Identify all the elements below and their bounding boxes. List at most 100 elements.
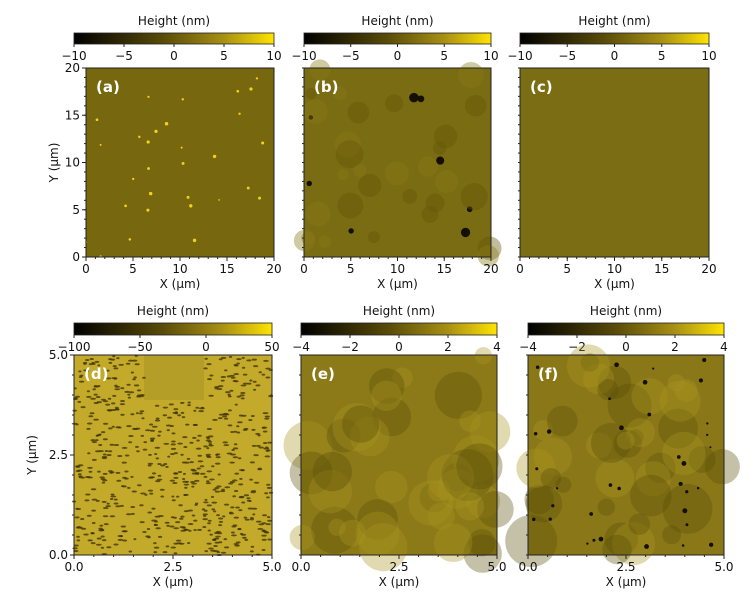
grain [207, 529, 211, 532]
grain [113, 502, 119, 505]
panel-b: Height (nm) −10 −5 0 5 10 (b) 0 5 10 15 20 X (µm) [291, 14, 502, 291]
grain [153, 542, 157, 545]
grain [127, 393, 131, 396]
grain [91, 498, 98, 501]
grain [98, 444, 103, 447]
grain [230, 531, 235, 534]
grain [89, 412, 95, 415]
grain [166, 429, 170, 432]
grain [106, 377, 112, 380]
colorbar-tick-label: −4 [292, 340, 310, 354]
flat-region [144, 355, 204, 400]
grain [144, 429, 151, 432]
image-background [304, 68, 491, 257]
grain [114, 388, 121, 391]
grain [169, 525, 175, 528]
grain [88, 363, 93, 366]
grain [266, 483, 271, 486]
grain [234, 544, 240, 547]
colorbar-tick-label: 10 [266, 49, 281, 63]
grain [247, 507, 253, 510]
height-variation [425, 193, 445, 213]
grain [170, 546, 177, 549]
height-variation [419, 482, 450, 513]
grain [239, 394, 245, 397]
grain [234, 472, 240, 475]
grain [139, 521, 145, 524]
grain [99, 476, 105, 479]
grain [249, 379, 253, 382]
grain [234, 403, 238, 406]
grain [113, 543, 119, 546]
height-variation [337, 192, 364, 219]
height-variation [524, 484, 554, 515]
height-variation [627, 429, 644, 446]
grain [83, 533, 89, 536]
image-background [520, 68, 709, 257]
height-variation [368, 368, 405, 404]
colorbar-tick-label: 4 [493, 340, 501, 354]
grain [214, 462, 221, 465]
grain [233, 516, 239, 519]
grain [218, 524, 223, 527]
grain [265, 367, 271, 370]
grain [128, 441, 133, 444]
grain [261, 538, 267, 541]
grain [122, 530, 128, 533]
grain [241, 414, 247, 417]
grain [173, 408, 179, 411]
height-variation [458, 62, 484, 88]
y-tick-label: 15 [65, 108, 80, 122]
pit [708, 542, 714, 547]
pit [709, 446, 712, 449]
height-variation [326, 418, 361, 453]
grain [267, 538, 272, 541]
pit [702, 357, 707, 363]
grain [183, 494, 187, 497]
grain [76, 535, 80, 538]
grain [235, 541, 241, 544]
grain [195, 502, 199, 505]
grain [179, 401, 185, 404]
grain [91, 509, 96, 512]
grain [93, 385, 98, 388]
grain [165, 465, 169, 468]
panel-label: (d) [84, 365, 108, 383]
height-variation [293, 229, 316, 252]
speck [146, 140, 150, 144]
grain [108, 427, 113, 430]
grain [112, 394, 117, 397]
height-variation [417, 156, 438, 177]
grain [113, 498, 118, 501]
colorbar-tick-label: 0 [611, 49, 619, 63]
speck [238, 112, 241, 115]
grain [233, 490, 239, 493]
pit [466, 206, 473, 213]
grain [86, 390, 90, 393]
height-variation [674, 379, 698, 403]
afm-image [283, 347, 514, 573]
grain [203, 501, 209, 504]
height-variation [469, 411, 511, 453]
grain [166, 524, 170, 527]
pit [555, 487, 559, 490]
grain [224, 369, 228, 372]
pit [678, 481, 683, 486]
grain [101, 457, 107, 460]
grain [100, 546, 105, 549]
height-variation [525, 485, 563, 523]
grain [188, 529, 192, 532]
grain [238, 483, 244, 486]
grain [219, 490, 226, 493]
grain [218, 520, 224, 523]
y-axis-label: Y (µm) [25, 435, 39, 476]
height-variation [463, 534, 502, 573]
height-variation [477, 245, 499, 267]
panel-a: Height (nm) −10 −5 0 5 10 (a) 0 5 10 15 20 X (µm) 0 5 1… [47, 14, 282, 291]
grain [110, 495, 117, 498]
height-variation [309, 59, 331, 81]
grain [198, 407, 205, 410]
grain [146, 527, 151, 530]
grain [103, 422, 109, 425]
grain [131, 490, 137, 493]
